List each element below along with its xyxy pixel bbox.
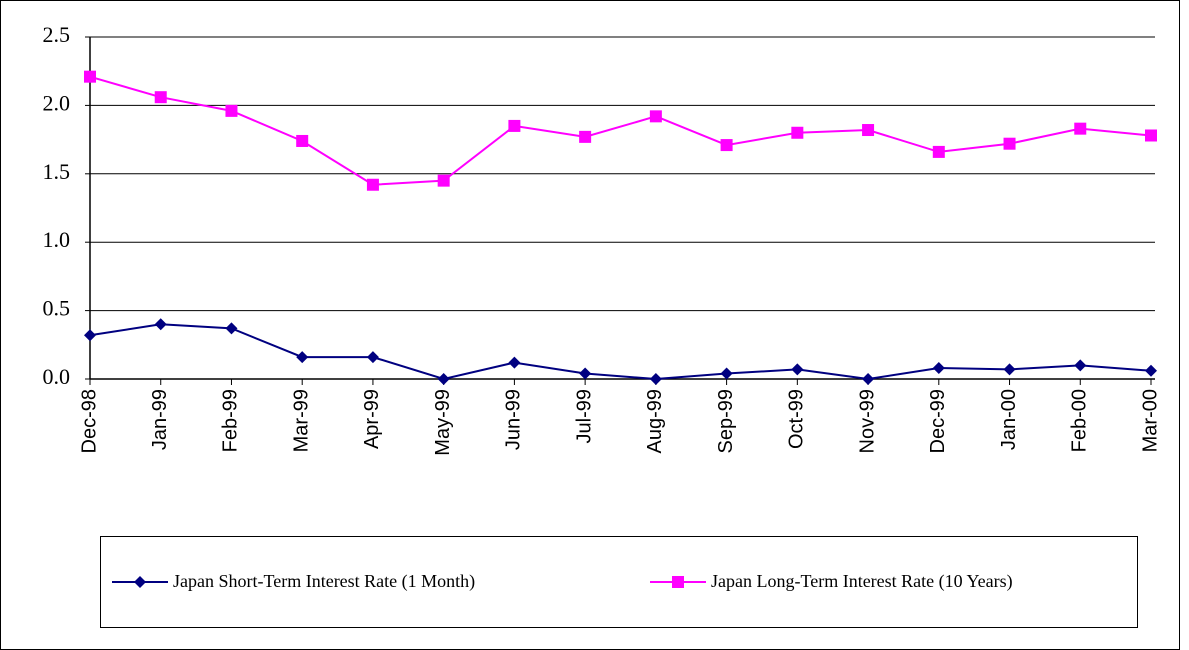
- legend-label: Japan Long-Term Interest Rate (10 Years): [711, 571, 1013, 592]
- data-point: [1003, 363, 1016, 376]
- data-point: [932, 362, 945, 375]
- x-tick-label: Jul-99: [573, 389, 595, 443]
- data-point: [579, 367, 592, 380]
- data-point: [508, 119, 521, 132]
- data-point: [366, 178, 379, 191]
- data-point: [791, 126, 804, 139]
- series-line: [89, 323, 1152, 381]
- y-tick-label: 2.5: [43, 22, 71, 47]
- x-tick-label: Mar-99: [290, 389, 312, 452]
- data-point: [225, 104, 238, 117]
- data-point: [366, 351, 379, 364]
- x-tick-label: Sep-99: [715, 389, 737, 454]
- data-point: [720, 367, 733, 380]
- x-tick-label: Apr-99: [361, 389, 383, 449]
- x-tick-label: Dec-99: [927, 389, 949, 453]
- data-point: [508, 356, 521, 369]
- data-point: [1003, 137, 1016, 150]
- data-point: [1074, 122, 1087, 135]
- x-tick-label: Jan-00: [998, 389, 1020, 450]
- data-point: [932, 145, 945, 158]
- legend-marker: [672, 576, 684, 588]
- data-point: [296, 134, 309, 147]
- data-point: [84, 70, 96, 83]
- data-point: [84, 329, 96, 342]
- data-point: [437, 373, 450, 385]
- y-tick-label: 1.0: [43, 227, 71, 252]
- data-point: [862, 124, 875, 137]
- data-point: [791, 363, 804, 376]
- data-point: [154, 91, 167, 104]
- data-point: [296, 351, 309, 364]
- x-tick-label: Jan-99: [149, 389, 171, 450]
- legend-label: Japan Short-Term Interest Rate (1 Month): [173, 571, 475, 592]
- x-tick-label: Feb-00: [1069, 389, 1091, 452]
- data-point: [649, 373, 662, 385]
- data-point: [437, 174, 450, 187]
- y-tick-label: 0.0: [43, 364, 71, 389]
- data-point: [1074, 359, 1087, 372]
- x-tick-label: Jun-99: [503, 389, 525, 450]
- data-point: [579, 130, 592, 143]
- x-tick-label: Nov-99: [856, 389, 878, 453]
- legend-box: [100, 536, 1138, 628]
- x-tick-label: Mar-00: [1139, 389, 1161, 452]
- data-point: [862, 373, 875, 385]
- x-tick-label: Oct-99: [786, 389, 808, 449]
- data-point: [225, 322, 238, 335]
- x-tick-label: Aug-99: [644, 389, 666, 454]
- data-point: [1145, 129, 1157, 142]
- x-tick-label: Dec-98: [78, 389, 100, 453]
- x-tick-label: May-99: [432, 389, 454, 456]
- data-point: [649, 110, 662, 123]
- data-point: [1145, 364, 1157, 377]
- y-tick-label: 0.5: [43, 296, 71, 321]
- y-tick-label: 2.0: [43, 90, 71, 115]
- series-line: [89, 75, 1152, 186]
- data-point: [720, 139, 733, 152]
- x-tick-label: Feb-99: [220, 389, 242, 452]
- data-point: [154, 318, 167, 331]
- y-tick-label: 1.5: [43, 159, 71, 184]
- legend-marker: [134, 576, 146, 588]
